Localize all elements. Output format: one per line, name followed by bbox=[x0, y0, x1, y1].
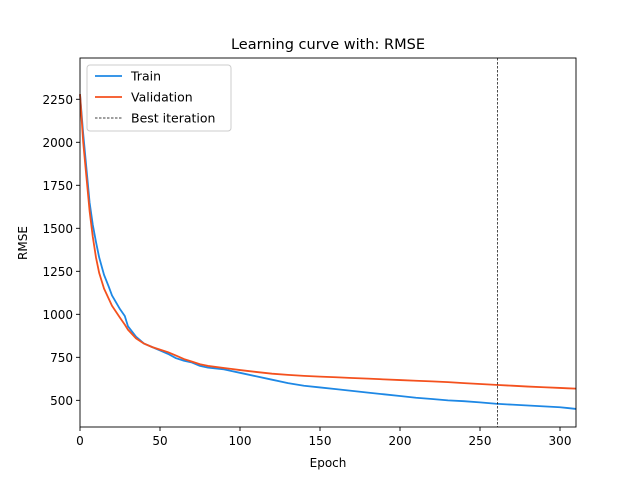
y-tick-label: 500 bbox=[50, 394, 73, 408]
y-tick-label: 1250 bbox=[42, 265, 73, 279]
x-axis: 0 50 100 150 200 250 300 bbox=[76, 427, 571, 448]
x-tick-label: 50 bbox=[152, 434, 167, 448]
x-tick-label: 250 bbox=[469, 434, 492, 448]
legend-label-validation: Validation bbox=[131, 90, 193, 105]
y-tick-label: 1500 bbox=[42, 222, 73, 236]
x-axis-label: Epoch bbox=[310, 456, 347, 470]
legend-label-best-iteration: Best iteration bbox=[131, 111, 215, 126]
y-tick-label: 2000 bbox=[42, 136, 73, 150]
y-tick-label: 2250 bbox=[42, 93, 73, 107]
y-tick-label: 1000 bbox=[42, 308, 73, 322]
legend: Train Validation Best iteration bbox=[86, 64, 232, 132]
plot-area bbox=[79, 58, 577, 427]
y-axis-label: RMSE bbox=[16, 226, 30, 260]
x-tick-label: 100 bbox=[229, 434, 252, 448]
series-line-validation bbox=[79, 94, 577, 390]
x-tick-label: 0 bbox=[76, 434, 84, 448]
x-tick-label: 150 bbox=[309, 434, 332, 448]
x-tick-label: 300 bbox=[549, 434, 572, 448]
x-tick-label: 200 bbox=[389, 434, 412, 448]
series-line-train bbox=[79, 94, 577, 410]
y-axis: 500 750 1000 1250 1500 1750 2000 2250 bbox=[42, 93, 80, 408]
chart-title: Learning curve with: RMSE bbox=[231, 37, 425, 53]
legend-label-train: Train bbox=[130, 69, 161, 84]
legend-box bbox=[86, 64, 232, 132]
y-tick-label: 750 bbox=[50, 351, 73, 365]
plot-frame bbox=[79, 57, 577, 428]
y-tick-label: 1750 bbox=[42, 179, 73, 193]
